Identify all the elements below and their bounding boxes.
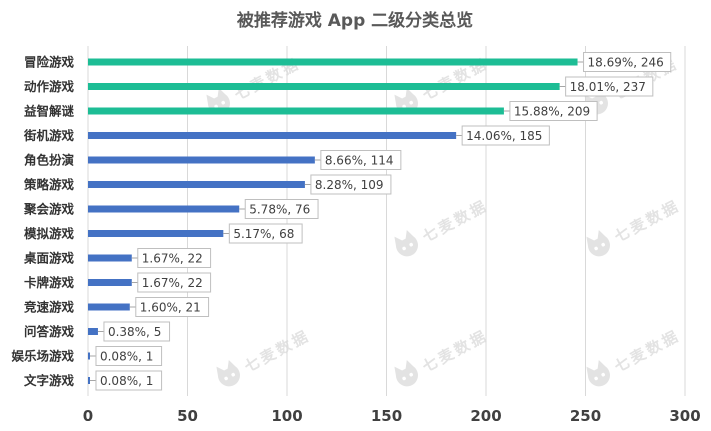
watermark-text: 七麦数据 [419,326,491,376]
category-label: 桌面游戏 [23,251,75,266]
data-label: 1.67%, 22 [142,276,203,290]
data-label-box [509,101,598,121]
qimai-cat-logo-icon [212,358,244,391]
x-tick-label: 50 [177,407,198,425]
data-labels: 18.69%, 246 18.01%, 237 15.88%, 209 14.06%,… [89,52,672,391]
data-label: 14.06%, 185 [466,129,542,143]
bar [88,230,224,237]
category-label: 益智解谜 [24,104,75,119]
data-label: 0.08%, 1 [100,350,153,364]
data-label-box [461,125,550,146]
data-label-box [95,370,163,391]
data-label: 18.69%, 246 [588,56,664,70]
data-label: 8.28%, 109 [315,178,384,192]
category-label: 策略游戏 [24,177,75,192]
data-label-box [95,346,163,366]
data-label: 8.66%, 114 [325,154,394,168]
bar [88,279,132,286]
chart-title: 被推荐游戏 App 二级分类总览 [237,10,473,31]
bar [88,254,132,262]
bar [88,181,305,188]
category-label: 文字游戏 [24,373,75,388]
watermark: 七麦数据 [390,326,491,391]
data-label-box [103,321,171,342]
bars-group [88,58,578,384]
category-label: 街机游戏 [23,128,75,143]
bar [88,205,240,213]
bar [88,352,90,360]
watermark-text: 七麦数据 [611,196,683,246]
bar [88,58,578,66]
category-label: 动作游戏 [24,79,75,94]
data-label-box [135,297,210,317]
qimai-cat-logo-icon [390,358,422,391]
data-label: 18.01%, 237 [570,80,646,94]
category-label: 模拟游戏 [24,226,75,241]
category-label: 竞速游戏 [24,300,75,315]
data-label-box [137,272,212,293]
data-label: 1.67%, 22 [142,252,203,266]
watermark: 七麦数据 [212,326,313,391]
data-label: 5.17%, 68 [233,227,294,241]
category-label: 问答游戏 [24,324,75,339]
qimai-cat-logo-icon [582,228,614,261]
data-label: 0.08%, 1 [100,374,153,388]
watermark-text: 七麦数据 [611,326,683,376]
data-label-box [565,76,654,97]
data-label: 5.78%, 76 [249,203,310,217]
grid-lines [87,46,686,396]
data-label-box [320,150,402,170]
bar [88,377,90,384]
data-label-box [137,248,212,268]
x-tick-labels: 0 50 100 150 200 250 300 [83,407,701,425]
category-labels: 冒险游戏动作游戏益智解谜街机游戏角色扮演策略游戏聚会游戏模拟游戏桌面游戏卡牌游戏… [11,55,74,389]
category-label: 冒险游戏 [24,55,75,70]
watermark: 七麦数据 [390,196,491,261]
x-tick-label: 150 [371,407,402,425]
category-label: 卡牌游戏 [24,275,75,290]
data-label: 15.88%, 209 [514,105,590,119]
x-tick-label: 100 [271,407,302,425]
category-label: 角色扮演 [24,153,75,168]
bar [88,156,315,164]
category-label: 娱乐场游戏 [11,349,74,364]
watermark: 七麦数据 [582,196,683,261]
x-tick-label: 300 [669,407,700,425]
bar [88,132,457,139]
x-tick-label: 0 [83,407,93,425]
qimai-cat-logo-icon [390,228,422,261]
data-label-box [310,174,392,195]
bar [88,328,98,335]
watermark: 七麦数据 [582,326,683,391]
data-label-box [244,199,319,219]
watermark-text: 七麦数据 [241,326,313,376]
bar [88,303,130,311]
qimai-cat-logo-icon [582,358,614,391]
x-tick-label: 250 [570,407,601,425]
data-label: 0.38%, 5 [108,325,161,339]
category-label: 聚会游戏 [23,202,75,217]
watermark-text: 七麦数据 [419,196,491,246]
bar [88,107,504,115]
data-label: 1.60%, 21 [140,301,201,315]
watermark-layer: 七麦数据七麦数据七麦数据七麦数据七麦数据七麦数据七麦数据七麦数据 [202,54,683,391]
bar [88,83,560,90]
data-label-box [583,52,672,72]
data-label-box [228,223,303,244]
x-tick-label: 200 [470,407,501,425]
